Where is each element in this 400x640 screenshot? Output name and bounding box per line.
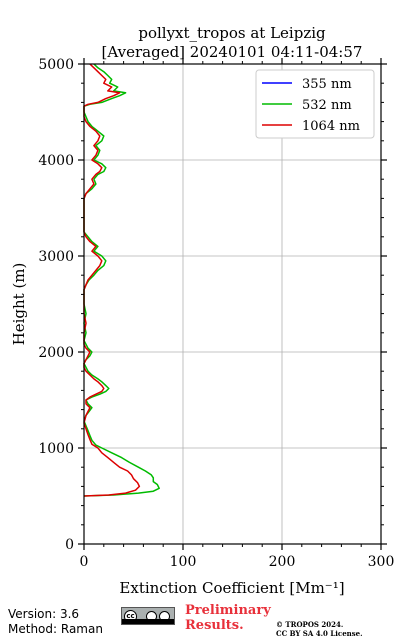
copyright-line-2: CC BY SA 4.0 License. <box>276 629 363 638</box>
series-line-1064-nm <box>83 63 141 497</box>
legend-label: 1064 nm <box>302 119 360 134</box>
method-text: Method: Raman <box>8 622 103 636</box>
series-line-532-nm <box>83 63 160 497</box>
chart-title-line-2: [Averaged] 20240101 04:11-04:57 <box>102 43 363 61</box>
x-axis-label: Extinction Coefficient [Mm⁻¹] <box>119 579 344 597</box>
grid <box>84 64 381 544</box>
preliminary-line-1: Preliminary <box>185 603 271 618</box>
copyright-line-1: © TROPOS 2024. <box>276 620 344 629</box>
plot-frame <box>83 63 382 545</box>
footer-info: Version: 3.6 Method: Raman <box>8 607 103 637</box>
y-tick-label: 5000 <box>38 57 74 73</box>
x-tick-label: 300 <box>368 554 395 570</box>
legend-label: 355 nm <box>302 77 352 92</box>
y-tick-label: 1000 <box>38 441 74 457</box>
y-axis-label: Height (m) <box>10 263 28 346</box>
legend-box <box>255 69 375 139</box>
legend-label: 532 nm <box>302 98 352 113</box>
legend: 355 nm 532 nm 1064 nm <box>255 69 375 139</box>
y-tick-label: 2000 <box>38 345 74 361</box>
copyright-note: © TROPOS 2024. CC BY SA 4.0 License. <box>276 620 363 638</box>
y-tick-label: 0 <box>65 537 74 553</box>
preliminary-results-note: Preliminary Results. <box>185 603 271 633</box>
version-text: Version: 3.6 <box>8 607 80 621</box>
series-lines <box>83 63 160 497</box>
cc-license-badge: cc <box>121 607 175 625</box>
x-tick-label: 200 <box>269 554 296 570</box>
preliminary-line-2: Results. <box>185 618 244 633</box>
extinction-profile-chart: pollyxt_tropos at Leipzig [Averaged] 202… <box>10 24 394 597</box>
chart-title-line-1: pollyxt_tropos at Leipzig <box>138 24 326 42</box>
y-tick-label: 4000 <box>38 153 74 169</box>
x-tick-label: 100 <box>170 554 197 570</box>
y-tick-label: 3000 <box>38 249 74 265</box>
badge-strip <box>122 619 174 624</box>
x-tick-label: 0 <box>80 554 89 570</box>
